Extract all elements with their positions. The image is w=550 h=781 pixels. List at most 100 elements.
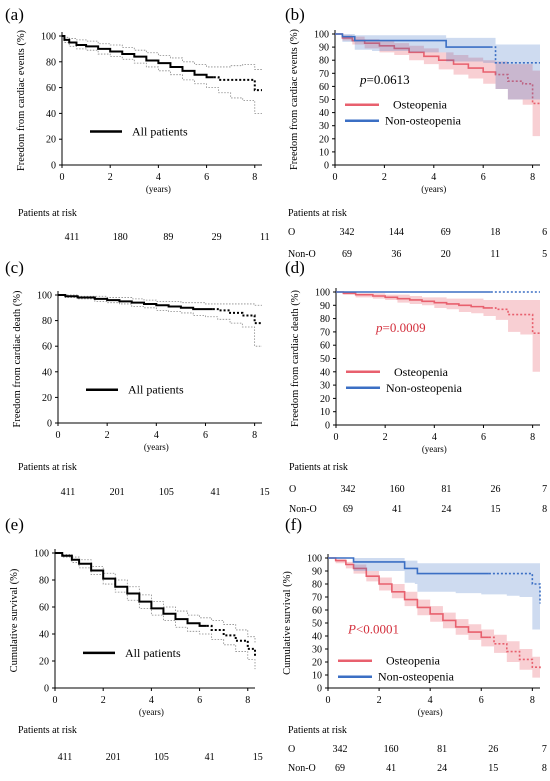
x-tick-label: 6: [197, 695, 202, 706]
panel-label: (a): [5, 5, 24, 24]
confidence-band: [335, 34, 540, 100]
x-axis-label: (years): [139, 707, 164, 717]
y-tick-label: 20: [46, 135, 56, 146]
risk-value: 201: [106, 752, 121, 763]
risk-value: 20: [441, 249, 451, 260]
risk-row-label: Non-O: [288, 249, 316, 260]
y-tick-label: 60: [46, 83, 56, 94]
p-value-label: P<0.0001: [347, 621, 399, 636]
p-value-label: p=0.0613: [359, 72, 410, 87]
y-tick-label: 70: [320, 327, 330, 338]
y-tick-label: 60: [42, 342, 52, 353]
x-tick-label: 6: [481, 172, 486, 183]
risk-table-title: Patients at risk: [289, 462, 348, 473]
chart-panel-3: (c) 0 20 40 60 80 100 0 2 4 6 8 (years) Freedom from …: [5, 258, 270, 498]
confidence-band: [328, 558, 540, 681]
risk-value: 201: [110, 487, 125, 498]
y-tick-label: 0: [47, 419, 52, 430]
x-tick-label: 0: [53, 695, 58, 706]
x-tick-label: 8: [530, 172, 535, 183]
y-tick-label: 60: [312, 606, 322, 617]
risk-value: 26: [488, 744, 498, 755]
y-tick-label: 80: [320, 314, 330, 325]
y-tick-label: 10: [319, 147, 329, 158]
risk-table-title: Patients at risk: [18, 725, 77, 736]
risk-value: 105: [154, 752, 169, 763]
x-tick-label: 8: [252, 430, 257, 441]
x-tick-label: 0: [60, 172, 65, 183]
y-axis-label: Cumulative survival (%): [282, 571, 293, 675]
p-value-number: <0.0001: [356, 621, 399, 636]
chart-panel-2: (b) 0 10 20 30 40 50 60 70 80 90 100 0 2 4 6 8 (years) Fre…: [285, 5, 547, 260]
y-tick-label: 100: [307, 554, 322, 565]
x-tick-label: 6: [203, 430, 208, 441]
p-value-symbol: P: [347, 621, 356, 636]
confidence-band: [328, 558, 540, 649]
series-osteopenia: [335, 33, 540, 137]
ci-upper-line: [62, 35, 262, 70]
risk-value: 81: [437, 744, 447, 755]
y-tick-label: 20: [319, 134, 329, 145]
x-axis-label: (years): [146, 184, 171, 194]
y-tick-label: 30: [312, 645, 322, 656]
x-tick-label: 0: [334, 432, 339, 443]
risk-value: 24: [441, 504, 451, 515]
chart-panel-1: (a) 0 20 40 60 80 100 0 2 4 6 8 (years) Freedom from …: [5, 5, 270, 243]
risk-value: 69: [335, 763, 345, 774]
legend-label: Non-osteopenia: [386, 381, 463, 395]
risk-value: 41: [386, 763, 396, 774]
y-tick-label: 20: [42, 393, 52, 404]
x-tick-label: 0: [326, 695, 331, 706]
risk-value: 81: [441, 484, 451, 495]
x-axis-label: (years): [418, 707, 443, 717]
risk-row-label: Non-O: [288, 763, 316, 774]
y-tick-label: 40: [46, 109, 56, 120]
risk-value: 29: [212, 232, 222, 243]
risk-value: 160: [384, 744, 399, 755]
x-tick-label: 8: [252, 172, 257, 183]
y-axis-label: Freedom from cardiac events (%): [289, 28, 300, 170]
risk-value: 5: [542, 249, 547, 260]
risk-value: 69: [343, 504, 353, 515]
x-tick-label: 2: [108, 172, 113, 183]
y-tick-label: 30: [320, 381, 330, 392]
y-tick-label: 50: [320, 354, 330, 365]
risk-value: 6: [542, 227, 547, 238]
survival-curve: [328, 557, 489, 575]
risk-value: 15: [490, 504, 500, 515]
risk-value: 411: [61, 487, 76, 498]
legend-label: All patients: [132, 124, 188, 138]
risk-value: 7: [542, 484, 547, 495]
risk-value: 36: [391, 249, 401, 260]
panel-label: (b): [285, 5, 305, 24]
y-tick-label: 50: [312, 619, 322, 630]
survival-curve-extrapolated: [494, 71, 540, 105]
risk-value: 15: [260, 487, 270, 498]
y-tick-label: 40: [42, 367, 52, 378]
series-all-patients: [62, 35, 262, 114]
y-tick-label: 80: [46, 57, 56, 68]
survival-curve-extrapolated: [488, 572, 541, 604]
y-tick-label: 80: [42, 316, 52, 327]
series-osteopenia: [336, 291, 540, 372]
y-axis-label: Freedom from cardiac events (%): [16, 29, 27, 171]
risk-value: 7: [542, 744, 547, 755]
y-tick-label: 100: [41, 32, 56, 43]
ci-upper-line: [55, 552, 256, 644]
risk-value: 15: [253, 752, 263, 763]
risk-value: 89: [163, 232, 173, 243]
y-tick-label: 40: [319, 108, 329, 119]
risk-value: 342: [340, 227, 355, 238]
y-tick-label: 60: [319, 82, 329, 93]
panel-label: (c): [5, 258, 24, 277]
p-value-number: =0.0613: [367, 72, 410, 87]
legend-label: Non-osteopenia: [378, 670, 455, 684]
x-tick-label: 2: [377, 695, 382, 706]
x-tick-label: 2: [383, 432, 388, 443]
risk-table-title: Patients at risk: [288, 208, 347, 219]
legend-label: Osteopenia: [393, 98, 448, 112]
y-tick-label: 80: [39, 576, 49, 587]
x-tick-label: 8: [245, 695, 250, 706]
